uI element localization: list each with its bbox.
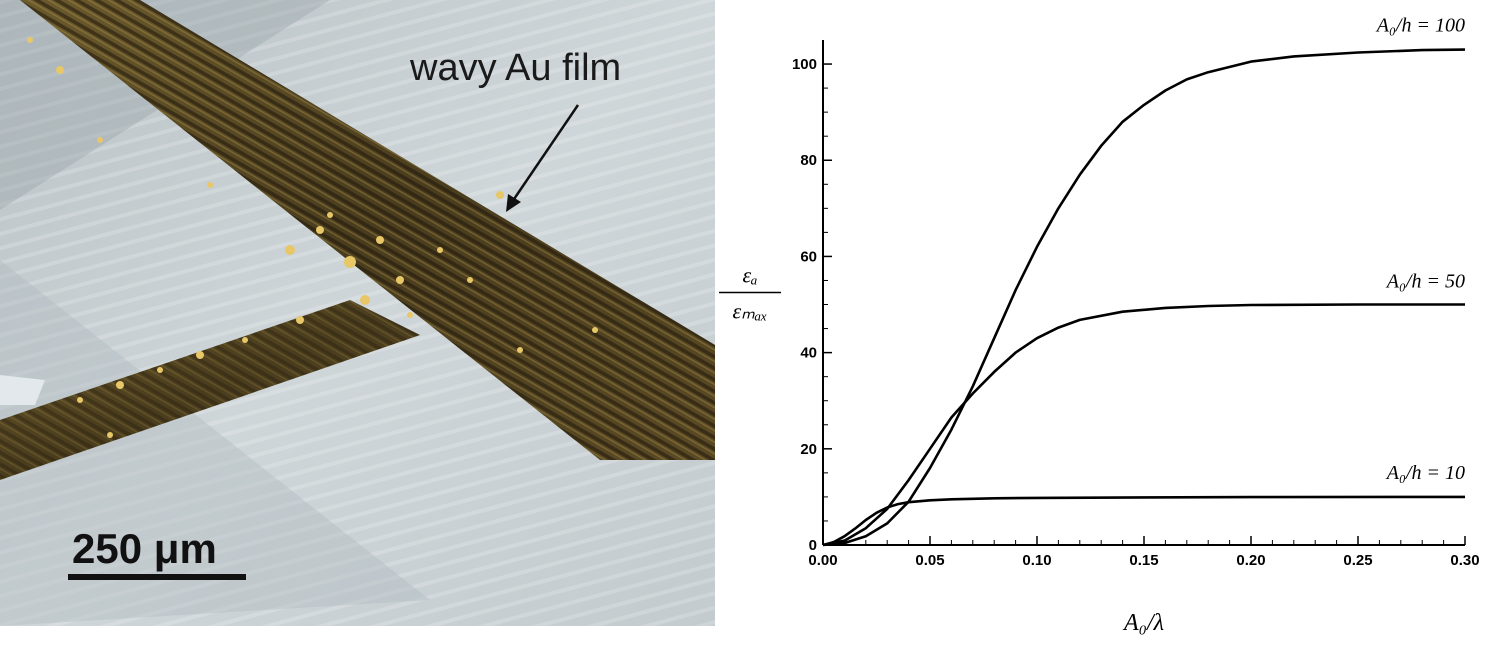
y-axis-label-denominator: εₘₐₓ (732, 299, 767, 324)
series-line (822, 495, 1466, 547)
photo-annotation: wavy Au film (409, 47, 621, 89)
y-tick-label: 80 (800, 152, 817, 169)
y-tick-label: 40 (800, 345, 817, 362)
y-tick-label: 20 (800, 441, 817, 458)
series-label: A₀/h = 10 (1385, 462, 1465, 484)
y-tick-label: 100 (792, 56, 817, 73)
series-line (822, 303, 1465, 547)
axes (822, 40, 1465, 546)
gold-specks (27, 37, 598, 438)
series-label: A₀/h = 100 (1375, 15, 1465, 37)
ticks: 0.00 0.05 0.10 0.15 0.20 0.25 0.30 0 20 40 60 80 100 (792, 56, 1480, 569)
x-tick-label: 0.30 (1450, 552, 1479, 569)
y-axis-label-numerator: εₐ (742, 263, 757, 288)
series-line (822, 48, 1466, 547)
labels: A₀/h = 100 A₀/h = 50 A₀/h = 10 A₀/λ εₐ εₘₐₓ (719, 15, 1465, 636)
x-tick-label: 0.15 (1129, 552, 1158, 569)
scale-bar (68, 574, 246, 580)
x-axis-label: A₀/λ (1122, 610, 1164, 636)
x-tick-label: 0.20 (1236, 552, 1265, 569)
annotation-arrow (508, 104, 580, 206)
scale-bar-label: 250 μm (72, 525, 217, 572)
micrograph: wavy Au film 250 μm (0, 0, 715, 626)
y-tick-label: 60 (800, 248, 817, 265)
x-tick-label: 0.05 (915, 552, 944, 569)
chart: 0.00 0.05 0.10 0.15 0.20 0.25 0.30 0 20 40 60 80 100… (719, 15, 1480, 636)
y-tick-label: 0 (809, 537, 817, 554)
series-label: A₀/h = 50 (1385, 271, 1465, 293)
annotation-arrowhead (506, 194, 521, 212)
x-tick-label: 0.00 (808, 552, 837, 569)
x-tick-label: 0.10 (1022, 552, 1051, 569)
series (822, 48, 1466, 547)
x-tick-label: 0.25 (1343, 552, 1372, 569)
